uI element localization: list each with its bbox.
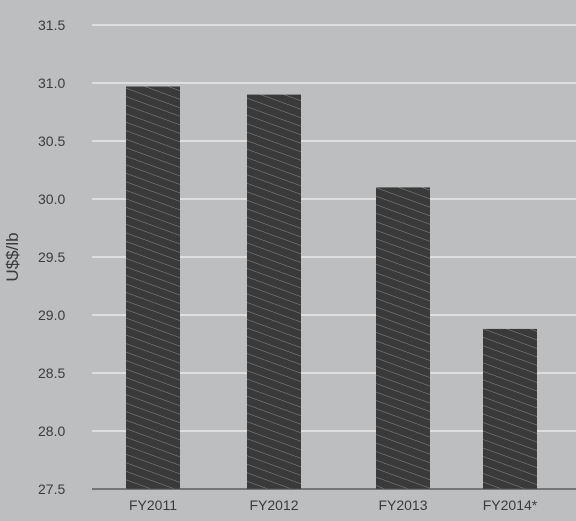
bar-fy2011 (126, 86, 180, 489)
y-tick-label: 29.5 (38, 249, 65, 265)
y-tick-label: 30.5 (38, 133, 65, 149)
y-tick-label: 28.0 (38, 423, 65, 439)
y-tick-label: 28.5 (38, 365, 65, 381)
y-axis-label: U$$/lb (3, 232, 22, 281)
y-tick-label: 31.0 (38, 75, 65, 91)
x-tick-labels: FY2011 FY2012 FY2013 FY2014* (129, 497, 538, 513)
bar-fy2014 (483, 328, 537, 489)
y-tick-label: 30.0 (38, 191, 65, 207)
bar-fy2013 (376, 187, 430, 489)
x-tick-label: FY2012 (249, 497, 298, 513)
y-tick-labels: 27.5 28.0 28.5 29.0 29.5 30.0 30.5 31.0 31.5 (38, 17, 65, 497)
y-tick-label: 29.0 (38, 307, 65, 323)
x-tick-label: FY2013 (378, 497, 427, 513)
bars (126, 86, 537, 489)
x-tick-label: FY2011 (129, 497, 177, 513)
y-tick-label: 27.5 (38, 481, 65, 497)
bar-fy2012 (247, 94, 301, 489)
y-tick-label: 31.5 (38, 17, 65, 33)
x-tick-label: FY2014* (483, 497, 538, 513)
